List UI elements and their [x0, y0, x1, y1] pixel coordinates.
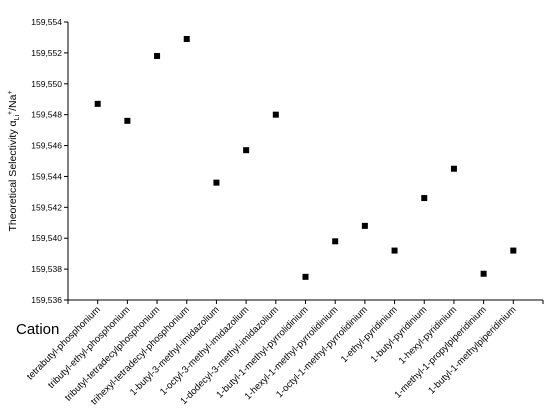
axes	[67, 22, 543, 301]
data-point	[391, 247, 398, 254]
data-point	[124, 117, 131, 124]
data-point	[272, 111, 279, 118]
data-point	[94, 100, 101, 107]
data-point	[154, 52, 161, 59]
y-tick-label: 159,554	[31, 17, 62, 27]
y-axis-label: Theoretical Selectivity αLi+/Na+	[7, 90, 21, 231]
x-axis-label: Cation	[16, 321, 59, 338]
y-tick-label: 159,548	[31, 110, 62, 120]
y-tick-label: 159,538	[31, 264, 62, 274]
data-point	[421, 195, 428, 202]
data-point	[332, 238, 339, 245]
data-point	[510, 247, 517, 254]
x-ticks: tetrabutyl-phosphoniumtributyl-ethyl-pho…	[25, 300, 544, 407]
y-tick-label: 159,552	[31, 48, 62, 58]
data-point	[361, 222, 368, 229]
data-point	[480, 270, 487, 277]
y-tick-label: 159,536	[31, 295, 62, 305]
data-points	[94, 35, 517, 280]
y-tick-label: 159,546	[31, 141, 62, 151]
y-tick-label: 159,542	[31, 202, 62, 212]
data-point	[302, 273, 309, 280]
y-tick-label: 159,544	[31, 171, 62, 181]
y-ticks: 159,536 159,538 159,540 159,542 159,544 159,5…	[31, 17, 68, 305]
y-tick-label: 159,550	[31, 79, 62, 89]
y-tick-label: 159,540	[31, 233, 62, 243]
data-point	[183, 35, 190, 42]
data-point	[243, 147, 250, 154]
data-point	[450, 165, 457, 172]
data-point	[213, 179, 220, 186]
